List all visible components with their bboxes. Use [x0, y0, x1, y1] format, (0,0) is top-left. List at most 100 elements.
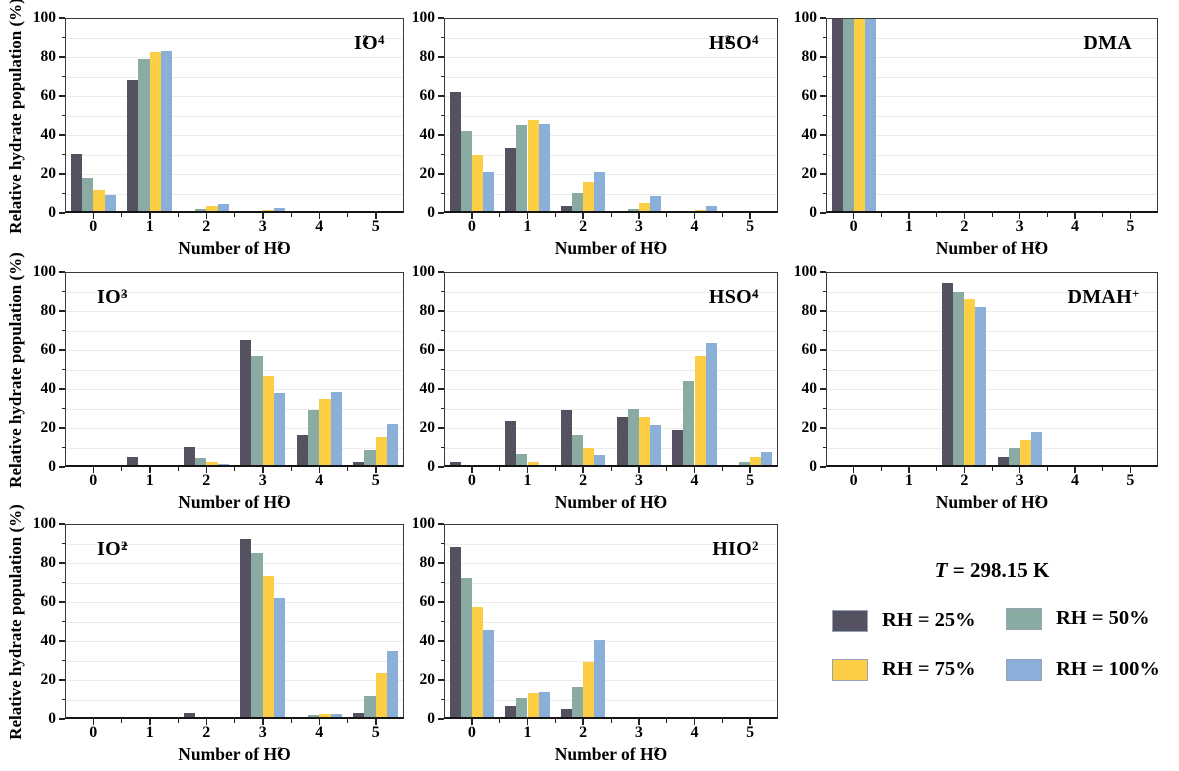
y-minor-tick: [61, 76, 65, 77]
panel-hio2: 0 20 40 60 80 100 0 1 2 3 4 5 Number of H 2 O HIO 2: [412, 515, 778, 764]
y-tick-label: 0: [48, 458, 56, 475]
bar: [240, 538, 252, 719]
bar: [516, 454, 528, 467]
y-tick: [437, 601, 444, 603]
bar: [364, 450, 376, 467]
y-minor-tick: [440, 115, 444, 116]
gridline: [826, 154, 1158, 156]
gridline: [826, 389, 1158, 390]
gridline: [826, 37, 1158, 39]
gridline: [65, 135, 404, 136]
gridline: [444, 135, 778, 136]
y-minor-tick: [61, 660, 65, 661]
bar: [672, 429, 684, 467]
x-minor-tick: [880, 467, 882, 471]
gridline: [826, 350, 1158, 351]
y-tick-label: 0: [48, 710, 56, 727]
legend-swatch-rh50: [1006, 607, 1042, 630]
x-tick-label: 5: [746, 472, 755, 489]
y-tick-label: 80: [801, 48, 818, 65]
bar: [964, 299, 976, 467]
x-tick: [582, 213, 584, 219]
x-tick: [638, 719, 640, 725]
y-tick-label: 80: [40, 48, 57, 65]
x-minor-tick: [1046, 467, 1048, 471]
x-tick: [471, 467, 473, 473]
panel-title: DMA: [1083, 32, 1132, 54]
x-minor-tick: [234, 213, 235, 217]
y-tick-label: 60: [419, 341, 436, 358]
panel-title: IO 3-: [97, 286, 128, 308]
gridline: [444, 115, 778, 117]
x-minor-tick: [121, 719, 122, 723]
x-tick: [471, 719, 473, 725]
x-minor-tick: [880, 213, 882, 217]
y-tick-label: 40: [801, 126, 818, 143]
gridline: [826, 330, 1158, 332]
gridline: [65, 699, 404, 701]
bar: [149, 466, 162, 467]
bar: [627, 409, 639, 467]
x-tick-label: 3: [634, 472, 643, 489]
bar: [104, 195, 116, 213]
gridline: [65, 408, 404, 410]
y-tick: [437, 388, 444, 390]
x-minor-tick: [721, 719, 723, 723]
x-tick-label: 5: [746, 724, 755, 741]
x-minor-tick: [610, 719, 612, 723]
x-tick: [1074, 467, 1076, 473]
x-tick: [92, 467, 94, 473]
bar: [683, 381, 695, 467]
y-minor-tick: [822, 369, 826, 370]
x-tick-label: 3: [1015, 472, 1024, 489]
y-tick-label: 0: [427, 710, 435, 727]
y-tick-label: 80: [419, 48, 436, 65]
x-tick: [908, 213, 910, 219]
gridline: [826, 135, 1158, 136]
y-tick-label: 20: [40, 671, 57, 688]
y-minor-tick: [440, 699, 444, 700]
y-minor-tick: [440, 582, 444, 583]
x-tick: [693, 467, 696, 473]
x-tick-label: 5: [371, 724, 380, 741]
x-tick-label: 4: [1071, 218, 1079, 235]
x-tick-label: 0: [467, 724, 476, 741]
gridline: [65, 174, 404, 175]
y-tick-label: 0: [809, 204, 817, 221]
y-tick: [58, 95, 65, 97]
x-tick-label: 3: [634, 218, 643, 235]
bar: [727, 466, 740, 467]
bar: [583, 181, 595, 213]
gridline: [444, 621, 778, 623]
gridline: [826, 193, 1158, 195]
x-tick-label: 2: [202, 218, 211, 235]
x-tick: [963, 467, 966, 473]
bar: [161, 466, 173, 467]
bar: [527, 692, 539, 719]
y-minor-tick: [61, 154, 65, 155]
bar: [560, 709, 573, 719]
y-tick: [58, 212, 65, 214]
y-minor-tick: [440, 621, 444, 622]
x-minor-tick: [666, 467, 668, 471]
y-tick: [437, 17, 444, 19]
x-tick: [92, 213, 94, 219]
y-tick-label: 0: [427, 204, 435, 221]
bar: [842, 18, 854, 213]
y-tick: [58, 718, 65, 720]
y-tick: [58, 349, 65, 351]
gridline: [444, 291, 778, 293]
y-tick-label: 40: [40, 632, 57, 649]
y-tick: [437, 95, 444, 97]
x-minor-tick: [177, 213, 179, 217]
bar: [909, 212, 921, 213]
legend-label-rh25: RH = 25%: [882, 609, 976, 631]
bar: [975, 307, 987, 467]
y-minor-tick: [440, 330, 444, 331]
bar: [705, 206, 717, 213]
y-tick-label: 40: [801, 380, 818, 397]
